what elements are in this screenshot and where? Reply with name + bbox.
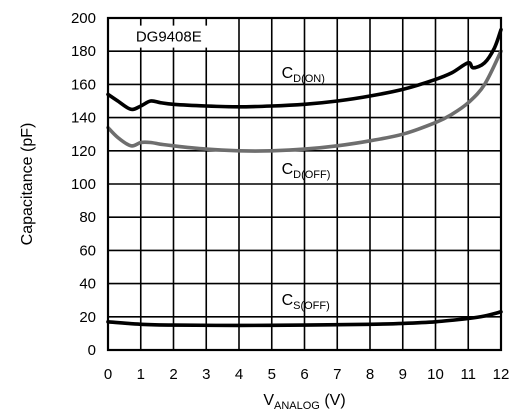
x-tick-label: 8 [366,366,374,383]
y-tick-label: 80 [79,209,96,226]
x-tick-label: 0 [104,366,112,383]
series-label-cs-off: CS(OFF) [282,292,330,312]
series-label-main: C [282,161,294,178]
y-tick-label: 200 [71,10,96,27]
series-line-cd-off [106,49,503,153]
device-label-box [134,25,214,48]
x-tick-label: 3 [202,366,210,383]
x-tick-labels: 0 1 2 3 4 5 6 7 8 9 10 11 12 [104,366,510,383]
x-tick-label: 6 [300,366,308,383]
y-tick-label: 140 [71,110,96,127]
y-tick-label: 160 [71,76,96,93]
y-tick-label: 40 [79,276,96,293]
series-label-main: C [282,292,294,309]
series-line-cd-on [106,27,503,112]
y-tick-label: 20 [79,309,96,326]
x-tick-label: 5 [268,366,276,383]
x-tick-label: 11 [460,366,476,383]
y-tick-label: 180 [71,43,96,60]
y-tick-label: 60 [79,242,96,259]
x-axis-label-unit: (V) [320,392,346,409]
y-tick-label: 120 [71,143,96,160]
y-tick-labels: 0 20 40 60 80 100 120 140 160 180 200 [71,10,96,359]
x-axis-label: VANALOG (V) [263,392,345,412]
y-axis-label: Capacitance (pF) [19,123,36,246]
data-series [106,27,503,328]
series-label-sub: D(OFF) [293,169,330,181]
x-tick-label: 2 [169,366,177,383]
x-tick-label: 1 [137,366,145,383]
series-label-sub: S(OFF) [293,300,330,312]
x-tick-label: 9 [399,366,407,383]
series-label-cd-on: CD(ON) [282,65,325,85]
device-label: DG9408E [136,29,202,46]
x-tick-label: 10 [427,366,444,383]
x-axis-label-main: V [263,392,274,409]
x-tick-label: 7 [333,366,341,383]
series-label-sub: D(ON) [293,73,325,85]
series-line-cs-off [106,310,503,328]
x-axis-label-sub: ANALOG [274,400,320,412]
x-tick-label: 12 [493,366,510,383]
y-tick-label: 100 [71,176,96,193]
series-label-main: C [282,65,294,82]
x-tick-label: 4 [235,366,243,383]
plot-frame [106,16,503,352]
series-label-cd-off: CD(OFF) [282,161,331,181]
y-tick-label: 0 [88,342,96,359]
